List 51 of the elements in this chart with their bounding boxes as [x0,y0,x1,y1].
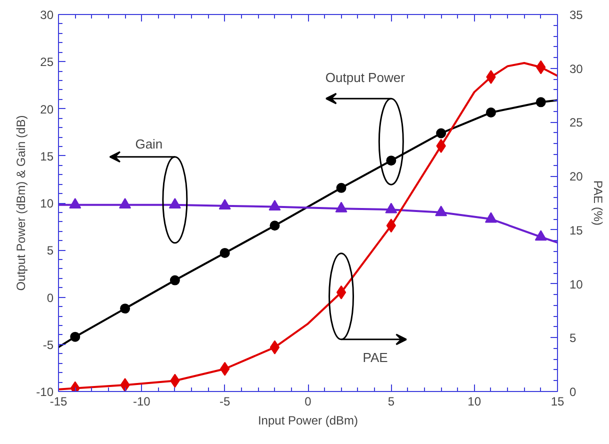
point [486,108,496,118]
point [484,212,497,223]
annotation: Output Power [325,70,406,86]
y2-tick-label: 25 [570,116,584,130]
y2-tick-label: 0 [570,385,576,399]
point [534,230,547,241]
x-tick-label: 15 [550,394,564,408]
point [436,128,446,138]
point [536,97,546,108]
point [170,275,180,286]
point [435,206,448,216]
y2-tick-label: 35 [570,8,584,22]
x-tick-label: 10 [468,394,482,408]
point [270,340,280,354]
y2-tick-label: 30 [570,62,584,76]
point [385,202,398,214]
y-tick-label: 5 [46,244,54,258]
x-tick-label: -5 [220,394,230,408]
point [268,200,281,210]
point [386,156,396,166]
point [120,304,130,314]
y-axis-title: Output Power (dBm) & Gain (dB) [14,115,28,291]
y2-tick-label: 5 [570,331,576,346]
point [336,182,346,193]
x-axis-title: Input Power (dBm) [258,414,358,428]
annotation: Gain [135,136,163,152]
point [120,378,130,392]
y-tick-label: 0 [46,290,54,305]
x-tick-label: -10 [132,394,151,408]
y-tick-label: 30 [40,8,54,22]
y2-tick-label: 20 [570,170,584,184]
point [70,332,80,342]
point [270,220,280,231]
point [218,198,231,210]
point [69,198,82,209]
y-tick-label: 25 [40,55,54,70]
point [336,285,346,300]
point [335,202,348,212]
y-tick-label: -5 [42,338,54,352]
point [220,248,230,258]
y-tick-label: 10 [40,196,54,210]
x-tick-label: 0 [304,394,312,408]
x-tick-label: 5 [388,394,395,408]
y2-tick-label: 15 [570,223,584,238]
y2-tick-label: 10 [570,277,584,292]
y-tick-label: 20 [40,102,54,116]
point [168,198,181,209]
y2-axis-title: PAE (%) [590,180,605,226]
y-tick-label: 15 [40,149,54,164]
point [119,198,132,209]
annotation: PAE [362,350,388,365]
